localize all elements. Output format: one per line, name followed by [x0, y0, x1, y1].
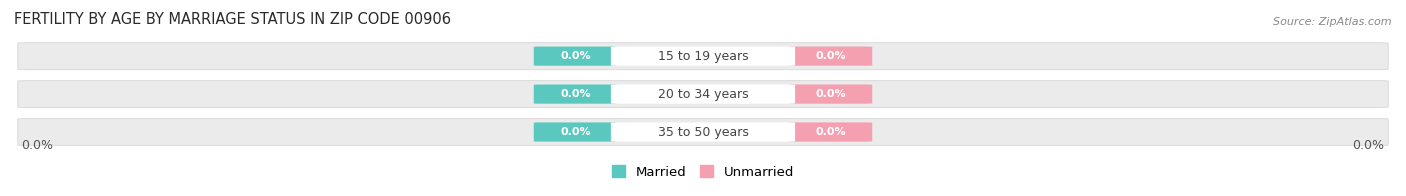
- Text: 20 to 34 years: 20 to 34 years: [658, 88, 748, 101]
- Text: 0.0%: 0.0%: [815, 51, 846, 61]
- FancyBboxPatch shape: [534, 47, 617, 66]
- Text: Source: ZipAtlas.com: Source: ZipAtlas.com: [1274, 17, 1392, 27]
- Text: 0.0%: 0.0%: [560, 89, 591, 99]
- FancyBboxPatch shape: [18, 43, 1388, 70]
- FancyBboxPatch shape: [610, 122, 796, 142]
- Text: 15 to 19 years: 15 to 19 years: [658, 50, 748, 63]
- FancyBboxPatch shape: [610, 84, 796, 104]
- Text: 0.0%: 0.0%: [560, 51, 591, 61]
- FancyBboxPatch shape: [534, 84, 617, 104]
- Text: 0.0%: 0.0%: [21, 139, 53, 152]
- FancyBboxPatch shape: [18, 119, 1388, 145]
- Text: 35 to 50 years: 35 to 50 years: [658, 125, 748, 139]
- FancyBboxPatch shape: [18, 81, 1388, 108]
- FancyBboxPatch shape: [789, 84, 872, 104]
- FancyBboxPatch shape: [789, 122, 872, 142]
- FancyBboxPatch shape: [534, 122, 617, 142]
- Text: 0.0%: 0.0%: [560, 127, 591, 137]
- Text: 0.0%: 0.0%: [815, 127, 846, 137]
- Text: FERTILITY BY AGE BY MARRIAGE STATUS IN ZIP CODE 00906: FERTILITY BY AGE BY MARRIAGE STATUS IN Z…: [14, 12, 451, 27]
- Text: 0.0%: 0.0%: [1353, 139, 1385, 152]
- FancyBboxPatch shape: [789, 47, 872, 66]
- Legend: Married, Unmarried: Married, Unmarried: [607, 160, 799, 184]
- FancyBboxPatch shape: [610, 47, 796, 66]
- Text: 0.0%: 0.0%: [815, 89, 846, 99]
